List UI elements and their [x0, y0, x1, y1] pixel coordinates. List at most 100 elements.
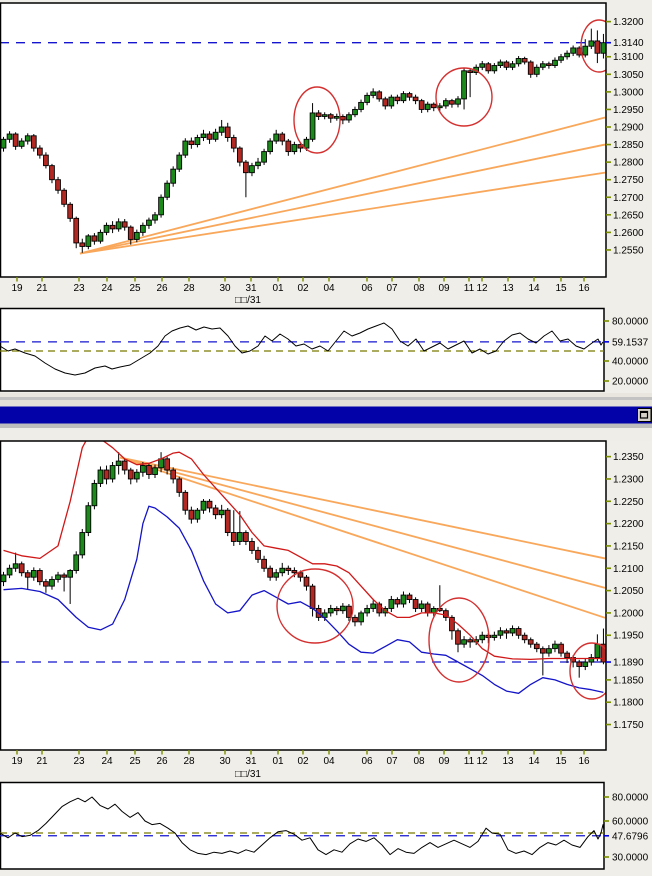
bull-candle	[594, 643, 601, 659]
splitter-strip[interactable]	[0, 397, 652, 400]
date-tick-label: 31	[245, 283, 257, 294]
splitter-strip[interactable]	[0, 423, 652, 429]
bull-candle	[85, 235, 92, 247]
window-splitter[interactable]	[0, 393, 652, 441]
lower-oscillator-panel[interactable]: 80.0000 60.0000 30.0000 47.6796	[0, 781, 649, 870]
bear-candle	[449, 616, 455, 632]
trendline[interactable]	[119, 456, 606, 619]
bull-candle	[12, 563, 19, 569]
bear-candle	[333, 607, 340, 612]
bull-candle	[273, 133, 280, 142]
date-tick-label: 21	[36, 283, 48, 294]
bull-candle	[6, 567, 13, 576]
annotation-circle[interactable]	[276, 568, 354, 644]
annotation-circle[interactable]	[435, 67, 493, 127]
bull-candle	[267, 140, 273, 153]
bear-candle	[146, 465, 152, 475]
bull-candle	[370, 91, 377, 96]
bull-candle	[133, 231, 140, 240]
trendline[interactable]	[79, 116, 606, 255]
bear-candle	[546, 63, 552, 66]
bear-candle	[455, 630, 461, 645]
bear-candle	[406, 93, 413, 98]
date-tick-label: 15	[555, 283, 567, 294]
bull-candle	[279, 567, 286, 574]
trendline[interactable]	[79, 171, 606, 255]
current-value-label: 59.1537	[612, 337, 649, 348]
bear-candle	[430, 103, 437, 109]
bear-candle	[521, 634, 528, 641]
lower-candlestick-plot[interactable]	[0, 437, 614, 751]
date-tick-label: 14	[528, 283, 540, 294]
annotation-circle[interactable]	[428, 597, 490, 683]
price-tick-label: 1.3050	[613, 70, 644, 81]
candles	[0, 452, 606, 678]
bear-candle	[297, 572, 304, 578]
lower-chart-window[interactable]: 1.2350 1.2300 1.2250 1.2200 1.2150 1.2100 1.20…	[0, 437, 644, 781]
price-tick-label: 1.2150	[613, 541, 644, 552]
bear-candle	[43, 581, 49, 587]
bull-candle	[103, 224, 110, 233]
upper-candlestick-plot[interactable]	[0, 3, 617, 277]
bull-candle	[24, 135, 31, 142]
bear-candle	[527, 61, 534, 75]
price-tick-label: 1.3000	[613, 87, 644, 98]
bear-candle	[73, 217, 80, 244]
bear-candle	[527, 639, 534, 645]
bear-candle	[188, 509, 195, 520]
bear-candle	[303, 576, 310, 587]
annotation-circle[interactable]	[293, 86, 341, 154]
date-tick-label: 08	[413, 283, 425, 294]
bear-candle	[424, 603, 431, 614]
bull-candle	[570, 47, 576, 54]
bull-candle	[249, 165, 255, 174]
slow-ma-line	[3, 441, 604, 661]
bull-candle	[255, 161, 261, 167]
bear-candle	[503, 630, 510, 634]
date-tick-label: 28	[183, 756, 195, 767]
bull-candle	[333, 116, 340, 119]
upper-oscillator-plot[interactable]	[0, 307, 605, 392]
bear-candle	[127, 226, 134, 240]
bear-candle	[164, 458, 170, 471]
oscillator-tick-label: 80.0000	[612, 793, 649, 804]
bear-candle	[521, 58, 528, 63]
lower-oscillator-plot[interactable]	[0, 781, 605, 870]
annotation-circle[interactable]	[580, 19, 617, 73]
bull-candle	[67, 570, 74, 578]
splitter-strip[interactable]	[0, 428, 652, 441]
bull-candle	[509, 63, 516, 68]
restore-window-button[interactable]	[637, 408, 652, 422]
bear-candle	[340, 116, 346, 121]
price-tick-label: 1.2550	[613, 245, 644, 256]
splitter-strip[interactable]	[0, 400, 652, 407]
bull-candle	[388, 599, 395, 609]
bear-candle	[249, 541, 255, 551]
price-tick-label: 1.2900	[613, 123, 644, 134]
splitter-strip[interactable]	[0, 393, 652, 397]
bear-candle	[121, 460, 128, 471]
trendline[interactable]	[119, 456, 606, 560]
lower-window-titlebar[interactable]	[0, 406, 652, 424]
bear-candle	[43, 154, 49, 167]
date-tick-label: 15	[555, 756, 567, 767]
trendline[interactable]	[119, 456, 606, 589]
bear-candle	[285, 567, 292, 571]
bull-candle	[0, 574, 7, 583]
upper-oscillator-panel[interactable]: 80.0000 40.0000 20.0000 59.1537	[0, 307, 649, 392]
bull-candle	[424, 103, 431, 110]
date-tick-label: 30	[219, 283, 231, 294]
bull-candle	[491, 634, 498, 638]
bear-candle	[170, 469, 177, 480]
oscillator-line	[0, 796, 604, 856]
date-tick-label: 04	[323, 283, 335, 294]
annotation-circle[interactable]	[569, 642, 614, 700]
trendline[interactable]	[79, 143, 606, 255]
upper-chart-window[interactable]: 1.3200 1.3100 1.3050 1.3000 1.2950 1.2900 1.28…	[0, 2, 644, 306]
bull-candle	[479, 63, 486, 68]
bear-candle	[515, 628, 522, 636]
bull-candle	[6, 133, 13, 140]
date-tick-label: 04	[323, 756, 335, 767]
date-tick-label: 02	[297, 756, 309, 767]
bull-candle	[600, 42, 606, 54]
